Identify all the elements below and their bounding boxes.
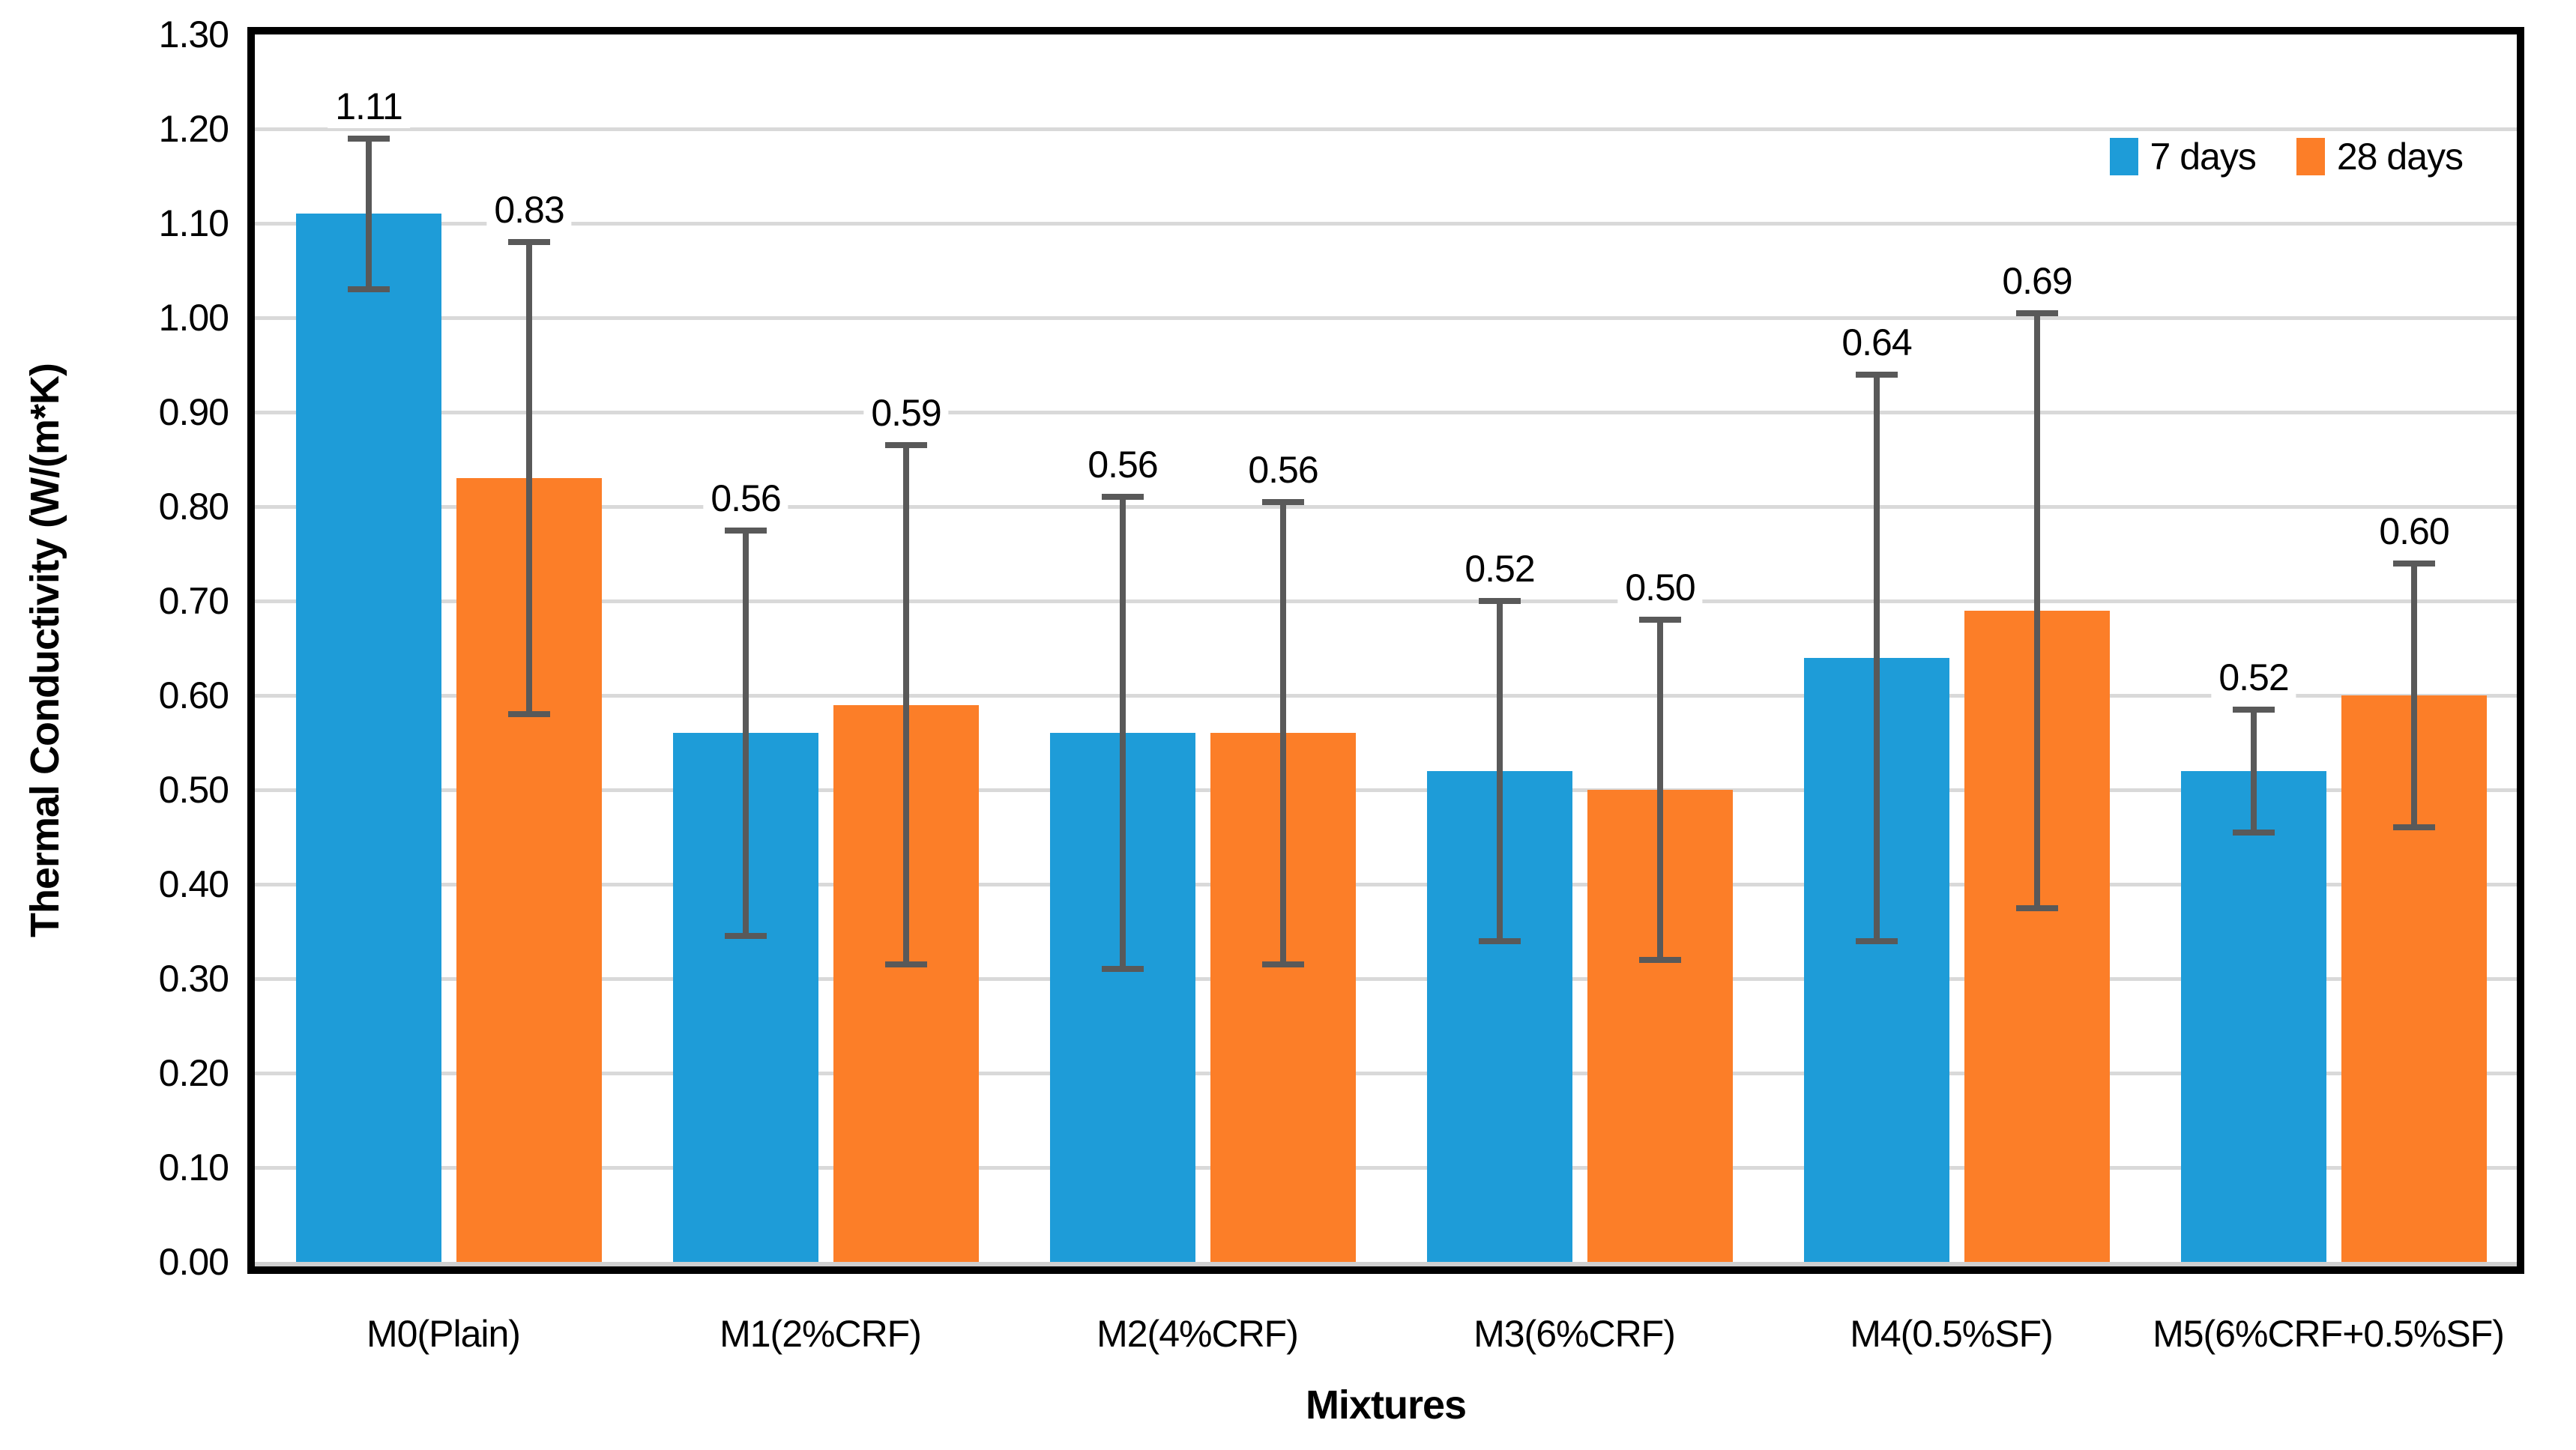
error-bar [743, 530, 749, 937]
gridline [255, 505, 2517, 509]
x-axis-category-label: M4(0.5%SF) [1850, 1313, 2054, 1355]
x-axis-category-label: M1(2%CRF) [720, 1313, 922, 1355]
error-bar-cap [348, 286, 390, 293]
y-axis-tick-label: 0.60 [158, 674, 229, 716]
category-axis-line [255, 1262, 2517, 1266]
y-axis-tick-label: 0.70 [158, 580, 229, 622]
gridline [255, 788, 2517, 792]
y-axis-tick-label: 1.30 [158, 13, 229, 55]
gridline [255, 694, 2517, 698]
error-bar-cap [725, 527, 767, 534]
error-bar-cap [1479, 598, 1521, 604]
error-bar-cap [885, 961, 927, 968]
error-bar [1497, 601, 1503, 941]
gridline [255, 1166, 2517, 1170]
error-bar-cap [885, 442, 927, 449]
plot-area: 1.11 0.83 0.56 0.59 0.56 0.56 0.52 0.50 0.64 0.69… [247, 27, 2524, 1274]
error-bar [2411, 563, 2417, 828]
y-axis-tick-label: 0.20 [158, 1052, 229, 1094]
data-label: 0.83 [486, 188, 572, 232]
y-axis-tick-label: 0.10 [158, 1147, 229, 1188]
y-axis-tick-label: 1.00 [158, 297, 229, 339]
error-bar [1874, 374, 1880, 941]
error-bar [2251, 709, 2257, 833]
error-bar-cap [2016, 309, 2058, 316]
data-label: 0.69 [1994, 259, 2080, 303]
bar-7days-M5(6%CRF+0.5%SF) [2181, 770, 2326, 1262]
error-bar-cap [1856, 937, 1898, 944]
gridline [255, 883, 2517, 886]
data-label: 0.52 [2211, 655, 2296, 699]
data-label: 0.59 [863, 391, 949, 435]
data-label: 0.56 [703, 476, 788, 520]
error-bar-cap [725, 933, 767, 940]
error-bar-cap [1262, 498, 1304, 505]
error-bar [903, 445, 909, 965]
error-bar [1657, 620, 1663, 960]
y-axis-tick-label: 1.10 [158, 202, 229, 244]
gridline [255, 411, 2517, 414]
y-axis-tick-label: 0.40 [158, 863, 229, 905]
data-label: 0.64 [1834, 320, 1919, 364]
gridline [255, 977, 2517, 981]
error-bar [1280, 501, 1286, 965]
data-label: 0.50 [1617, 566, 1703, 610]
y-axis-tick-label: 0.30 [158, 958, 229, 1000]
data-label: 0.56 [1080, 443, 1165, 487]
y-axis-tick-label: 0.90 [158, 391, 229, 433]
x-axis-category-label: M0(Plain) [367, 1313, 521, 1355]
data-label: 0.52 [1457, 547, 1542, 590]
error-bar [366, 138, 372, 290]
error-bar-cap [1262, 961, 1304, 968]
x-axis-category-label: M5(6%CRF+0.5%SF) [2153, 1313, 2505, 1355]
error-bar-cap [1102, 494, 1144, 501]
legend-item-7days: 7 days [2109, 135, 2257, 178]
x-axis-category-label: M2(4%CRF) [1097, 1313, 1299, 1355]
error-bar [526, 242, 532, 715]
error-bar-cap [508, 239, 550, 246]
error-bar-cap [1479, 937, 1521, 944]
gridline [255, 316, 2517, 320]
gridline [255, 222, 2517, 226]
error-bar [2034, 312, 2040, 908]
bar-7days-M0(Plain) [296, 214, 441, 1262]
legend-swatch-icon [2109, 138, 2138, 175]
y-axis-tick-label: 0.50 [158, 769, 229, 811]
error-bar-cap [2393, 560, 2435, 567]
error-bar-cap [1639, 617, 1681, 623]
y-axis-tick-label: 0.00 [158, 1241, 229, 1283]
error-bar-cap [1856, 371, 1898, 378]
legend-label: 28 days [2336, 136, 2464, 178]
data-label: 1.11 [328, 84, 410, 128]
x-axis-title: Mixtures [1305, 1383, 1467, 1428]
x-axis-category-label: M3(6%CRF) [1473, 1313, 1676, 1355]
legend-label: 7 days [2150, 136, 2257, 178]
legend: 7 days 28 days [2100, 132, 2472, 181]
gridline [255, 599, 2517, 603]
error-bar-cap [2393, 824, 2435, 831]
error-bar-cap [508, 711, 550, 718]
data-label: 0.60 [2371, 509, 2457, 553]
error-bar-cap [1102, 966, 1144, 973]
y-axis-tick-label: 0.80 [158, 486, 229, 528]
error-bar-cap [348, 135, 390, 142]
y-axis-title: Thermal Conductivity (W/(m*K) [22, 363, 67, 938]
gridline [255, 1072, 2517, 1075]
error-bar-cap [2233, 829, 2275, 836]
y-axis-tick-label: 1.20 [158, 108, 229, 150]
error-bar-cap [2233, 706, 2275, 713]
error-bar-cap [1639, 956, 1681, 963]
data-label: 0.56 [1240, 447, 1326, 492]
legend-swatch-icon [2296, 138, 2325, 175]
gridline [255, 127, 2517, 131]
legend-item-28days: 28 days [2296, 135, 2464, 178]
error-bar [1120, 497, 1126, 970]
error-bar-cap [2016, 904, 2058, 911]
